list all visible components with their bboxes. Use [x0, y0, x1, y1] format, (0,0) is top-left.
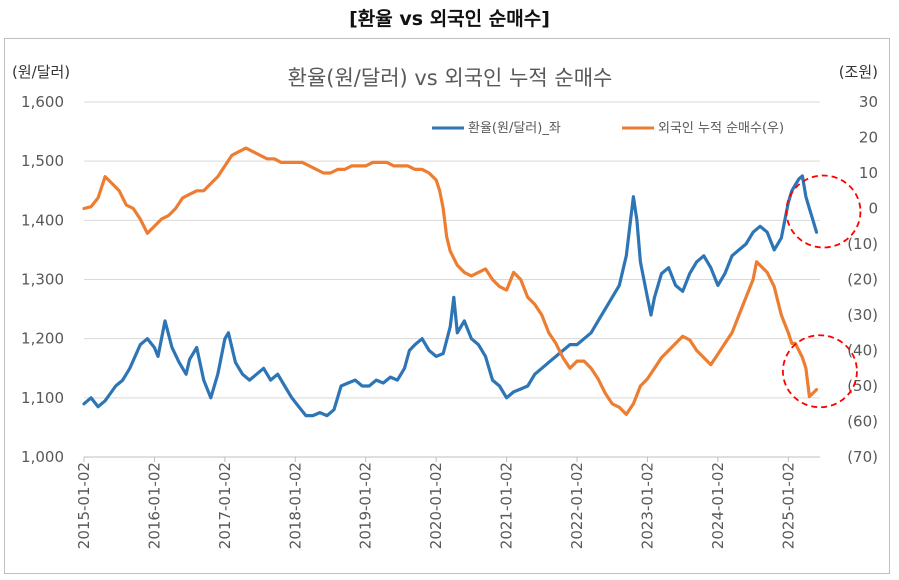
chart-title: 환율(원/달러) vs 외국인 누적 순매수 [288, 66, 613, 90]
left-tick-label: 1,000 [21, 448, 64, 466]
left-tick-label: 1,300 [21, 271, 64, 289]
grid [84, 101, 820, 399]
right-tick-label: (70) [847, 448, 878, 466]
right-axis-ticks: 30 20 10 0 (10) (20) (30) (40) (50) (60) (70) [847, 93, 878, 466]
left-tick-label: 1,500 [21, 152, 64, 170]
left-tick-label: 1,200 [21, 330, 64, 348]
x-tick-label: 2019-01-02 [357, 462, 375, 549]
x-tick-label: 2016-01-02 [145, 462, 163, 549]
right-tick-label: 10 [859, 164, 878, 182]
x-tick-label: 2020-01-02 [427, 462, 445, 549]
right-tick-label: 20 [859, 129, 878, 147]
x-tick-label: 2023-01-02 [638, 462, 656, 549]
right-tick-label: (60) [847, 413, 878, 431]
x-tick-label: 2018-01-02 [286, 462, 304, 549]
legend-label-foreign: 외국인 누적 순매수(우) [658, 121, 784, 136]
left-tick-label: 1,600 [21, 93, 64, 111]
series-group [82, 146, 819, 418]
left-axis-ticks: 1,600 1,500 1,400 1,300 1,200 1,100 1,000 [21, 93, 64, 466]
right-tick-label: 0 [868, 200, 878, 218]
right-axis-unit: (조원) [839, 63, 878, 81]
x-axis-ticks: 2015-01-02 2016-01-02 2017-01-02 2018-01-02… [75, 457, 797, 549]
left-tick-label: 1,400 [21, 211, 64, 229]
legend-label-fx: 환율(원/달러)_좌 [468, 121, 561, 136]
x-tick-label: 2022-01-02 [568, 462, 586, 549]
x-tick-label: 2025-01-02 [779, 462, 797, 549]
x-tick-label: 2024-01-02 [709, 462, 727, 549]
outer-title: [환율 vs 외국인 순매수] [349, 8, 550, 30]
fx-rate-line [82, 174, 819, 418]
right-tick-label: (40) [847, 342, 878, 360]
right-tick-label: (30) [847, 306, 878, 324]
annotations [782, 174, 862, 409]
legend: 환율(원/달러)_좌 외국인 누적 순매수(우) [432, 121, 784, 136]
right-tick-label: 30 [859, 93, 878, 111]
foreign-net-buy-line [82, 146, 819, 416]
left-axis-unit: (원/달러) [12, 63, 70, 81]
dashed-circle-annotation [782, 334, 858, 409]
chart-frame [4, 38, 890, 574]
x-tick-label: 2021-01-02 [498, 462, 516, 549]
dashed-circle-annotation [785, 174, 862, 249]
right-tick-label: (10) [847, 235, 878, 253]
right-tick-label: (20) [847, 271, 878, 289]
left-tick-label: 1,100 [21, 389, 64, 407]
x-tick-label: 2015-01-02 [75, 462, 93, 549]
right-tick-label: (50) [847, 377, 878, 395]
x-tick-label: 2017-01-02 [216, 462, 234, 549]
